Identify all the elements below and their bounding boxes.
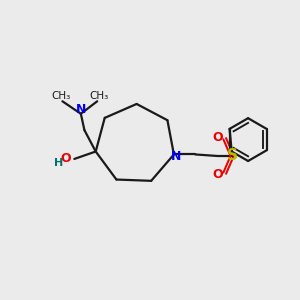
Text: N: N <box>76 103 86 116</box>
Text: O: O <box>60 152 71 165</box>
Text: N: N <box>171 150 181 163</box>
Text: CH₃: CH₃ <box>89 91 108 101</box>
Text: H: H <box>54 158 64 167</box>
Text: O: O <box>213 131 224 144</box>
Text: O: O <box>213 168 224 181</box>
Text: CH₃: CH₃ <box>51 91 70 101</box>
Text: S: S <box>227 148 238 164</box>
